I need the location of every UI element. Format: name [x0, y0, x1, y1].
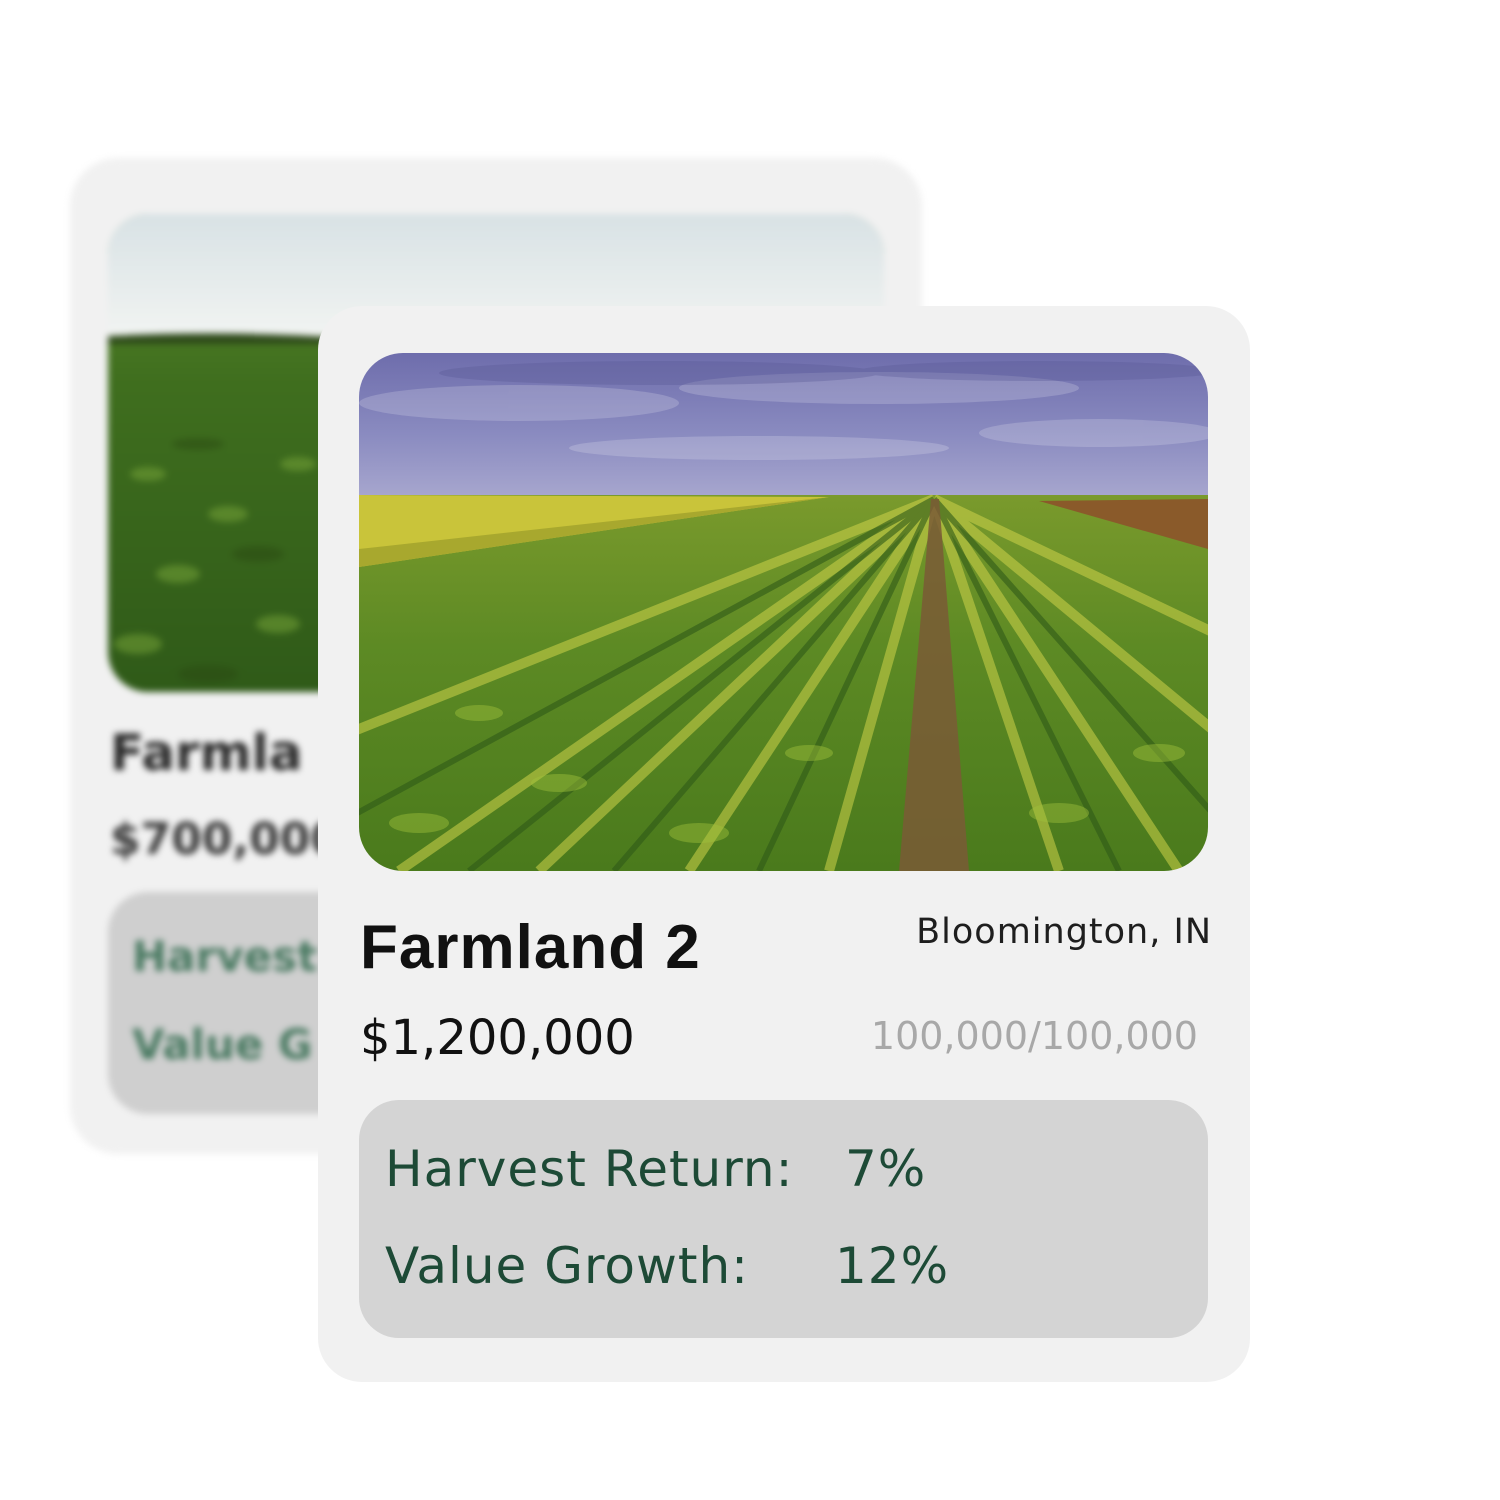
- harvest-return-value: 7%: [845, 1140, 927, 1198]
- harvest-return-label: Harvest Return:: [385, 1140, 794, 1198]
- listing-stats: Harvest Return: 7% Value Growth: 12%: [359, 1100, 1208, 1338]
- listing-price-back: $700,000: [110, 814, 342, 865]
- listing-title-back: Farmla: [110, 724, 303, 782]
- listing-shares-available: 100,000/100,000: [870, 1014, 1198, 1058]
- listing-card-front[interactable]: Farmland 2 Bloomington, IN $1,200,000 10…: [318, 306, 1250, 1382]
- growth-label-back: Value G: [132, 1020, 313, 1069]
- listing-location: Bloomington, IN: [916, 912, 1212, 952]
- value-growth-value: 12%: [835, 1237, 950, 1295]
- value-growth-label: Value Growth:: [385, 1237, 750, 1295]
- listing-price: $1,200,000: [360, 1010, 635, 1066]
- listing-title: Farmland 2: [360, 913, 701, 982]
- harvest-label-back: Harvest: [132, 932, 318, 981]
- farmland-photo: [359, 353, 1208, 871]
